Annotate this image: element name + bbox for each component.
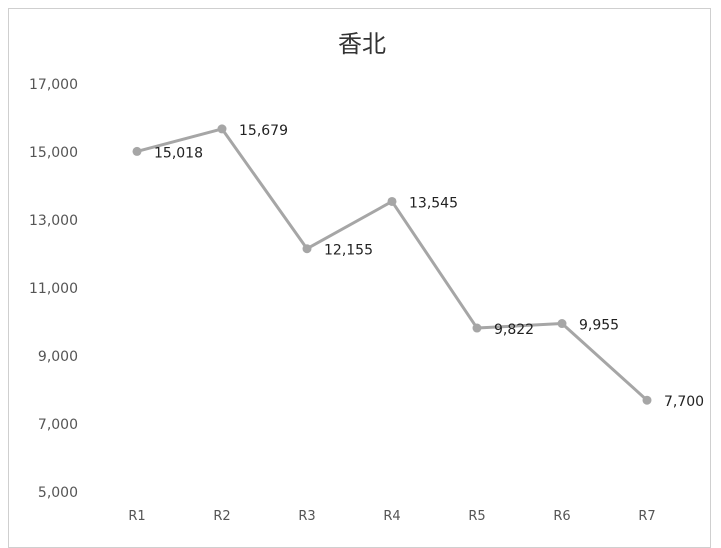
data-point	[302, 244, 312, 254]
data-point	[557, 319, 567, 329]
x-tick-label: R1	[128, 509, 145, 524]
data-point	[217, 124, 227, 134]
x-tick-label: R5	[468, 509, 485, 524]
data-label: 15,018	[154, 145, 203, 161]
data-point	[642, 395, 652, 405]
y-tick-label: 5,000	[38, 485, 78, 501]
data-label: 13,545	[409, 195, 458, 211]
data-label: 15,679	[239, 123, 288, 139]
x-tick-label: R4	[383, 509, 400, 524]
x-tick-label: R6	[553, 509, 570, 524]
chart-frame	[8, 8, 711, 548]
y-tick-label: 17,000	[29, 77, 78, 93]
y-tick-label: 11,000	[29, 281, 78, 297]
data-label: 7,700	[664, 394, 704, 410]
data-point	[132, 146, 142, 156]
series-line	[135, 127, 649, 402]
data-label: 9,955	[579, 318, 619, 334]
x-tick-label: R3	[298, 509, 315, 524]
y-tick-label: 13,000	[29, 213, 78, 229]
y-tick-label: 15,000	[29, 145, 78, 161]
data-label: 12,155	[324, 243, 373, 259]
series	[132, 124, 652, 405]
x-tick-label: R7	[638, 509, 655, 524]
data-labels: 15,018 15,679 12,155 13,545 9,822 9,955 7,700	[154, 123, 704, 410]
data-point	[472, 323, 482, 333]
x-tick-label: R2	[213, 509, 230, 524]
line-chart: 香北 5,000 7,000 9,000 11,000 13,000 15,000 17,0…	[29, 30, 704, 524]
data-point	[387, 196, 397, 206]
x-axis: R1 R2 R3 R4 R5 R6 R7	[128, 509, 655, 524]
data-label: 9,822	[494, 322, 534, 338]
chart-title: 香北	[338, 30, 386, 58]
y-axis: 5,000 7,000 9,000 11,000 13,000 15,000 17,000	[29, 77, 78, 501]
y-tick-label: 7,000	[38, 417, 78, 433]
y-tick-label: 9,000	[38, 349, 78, 365]
